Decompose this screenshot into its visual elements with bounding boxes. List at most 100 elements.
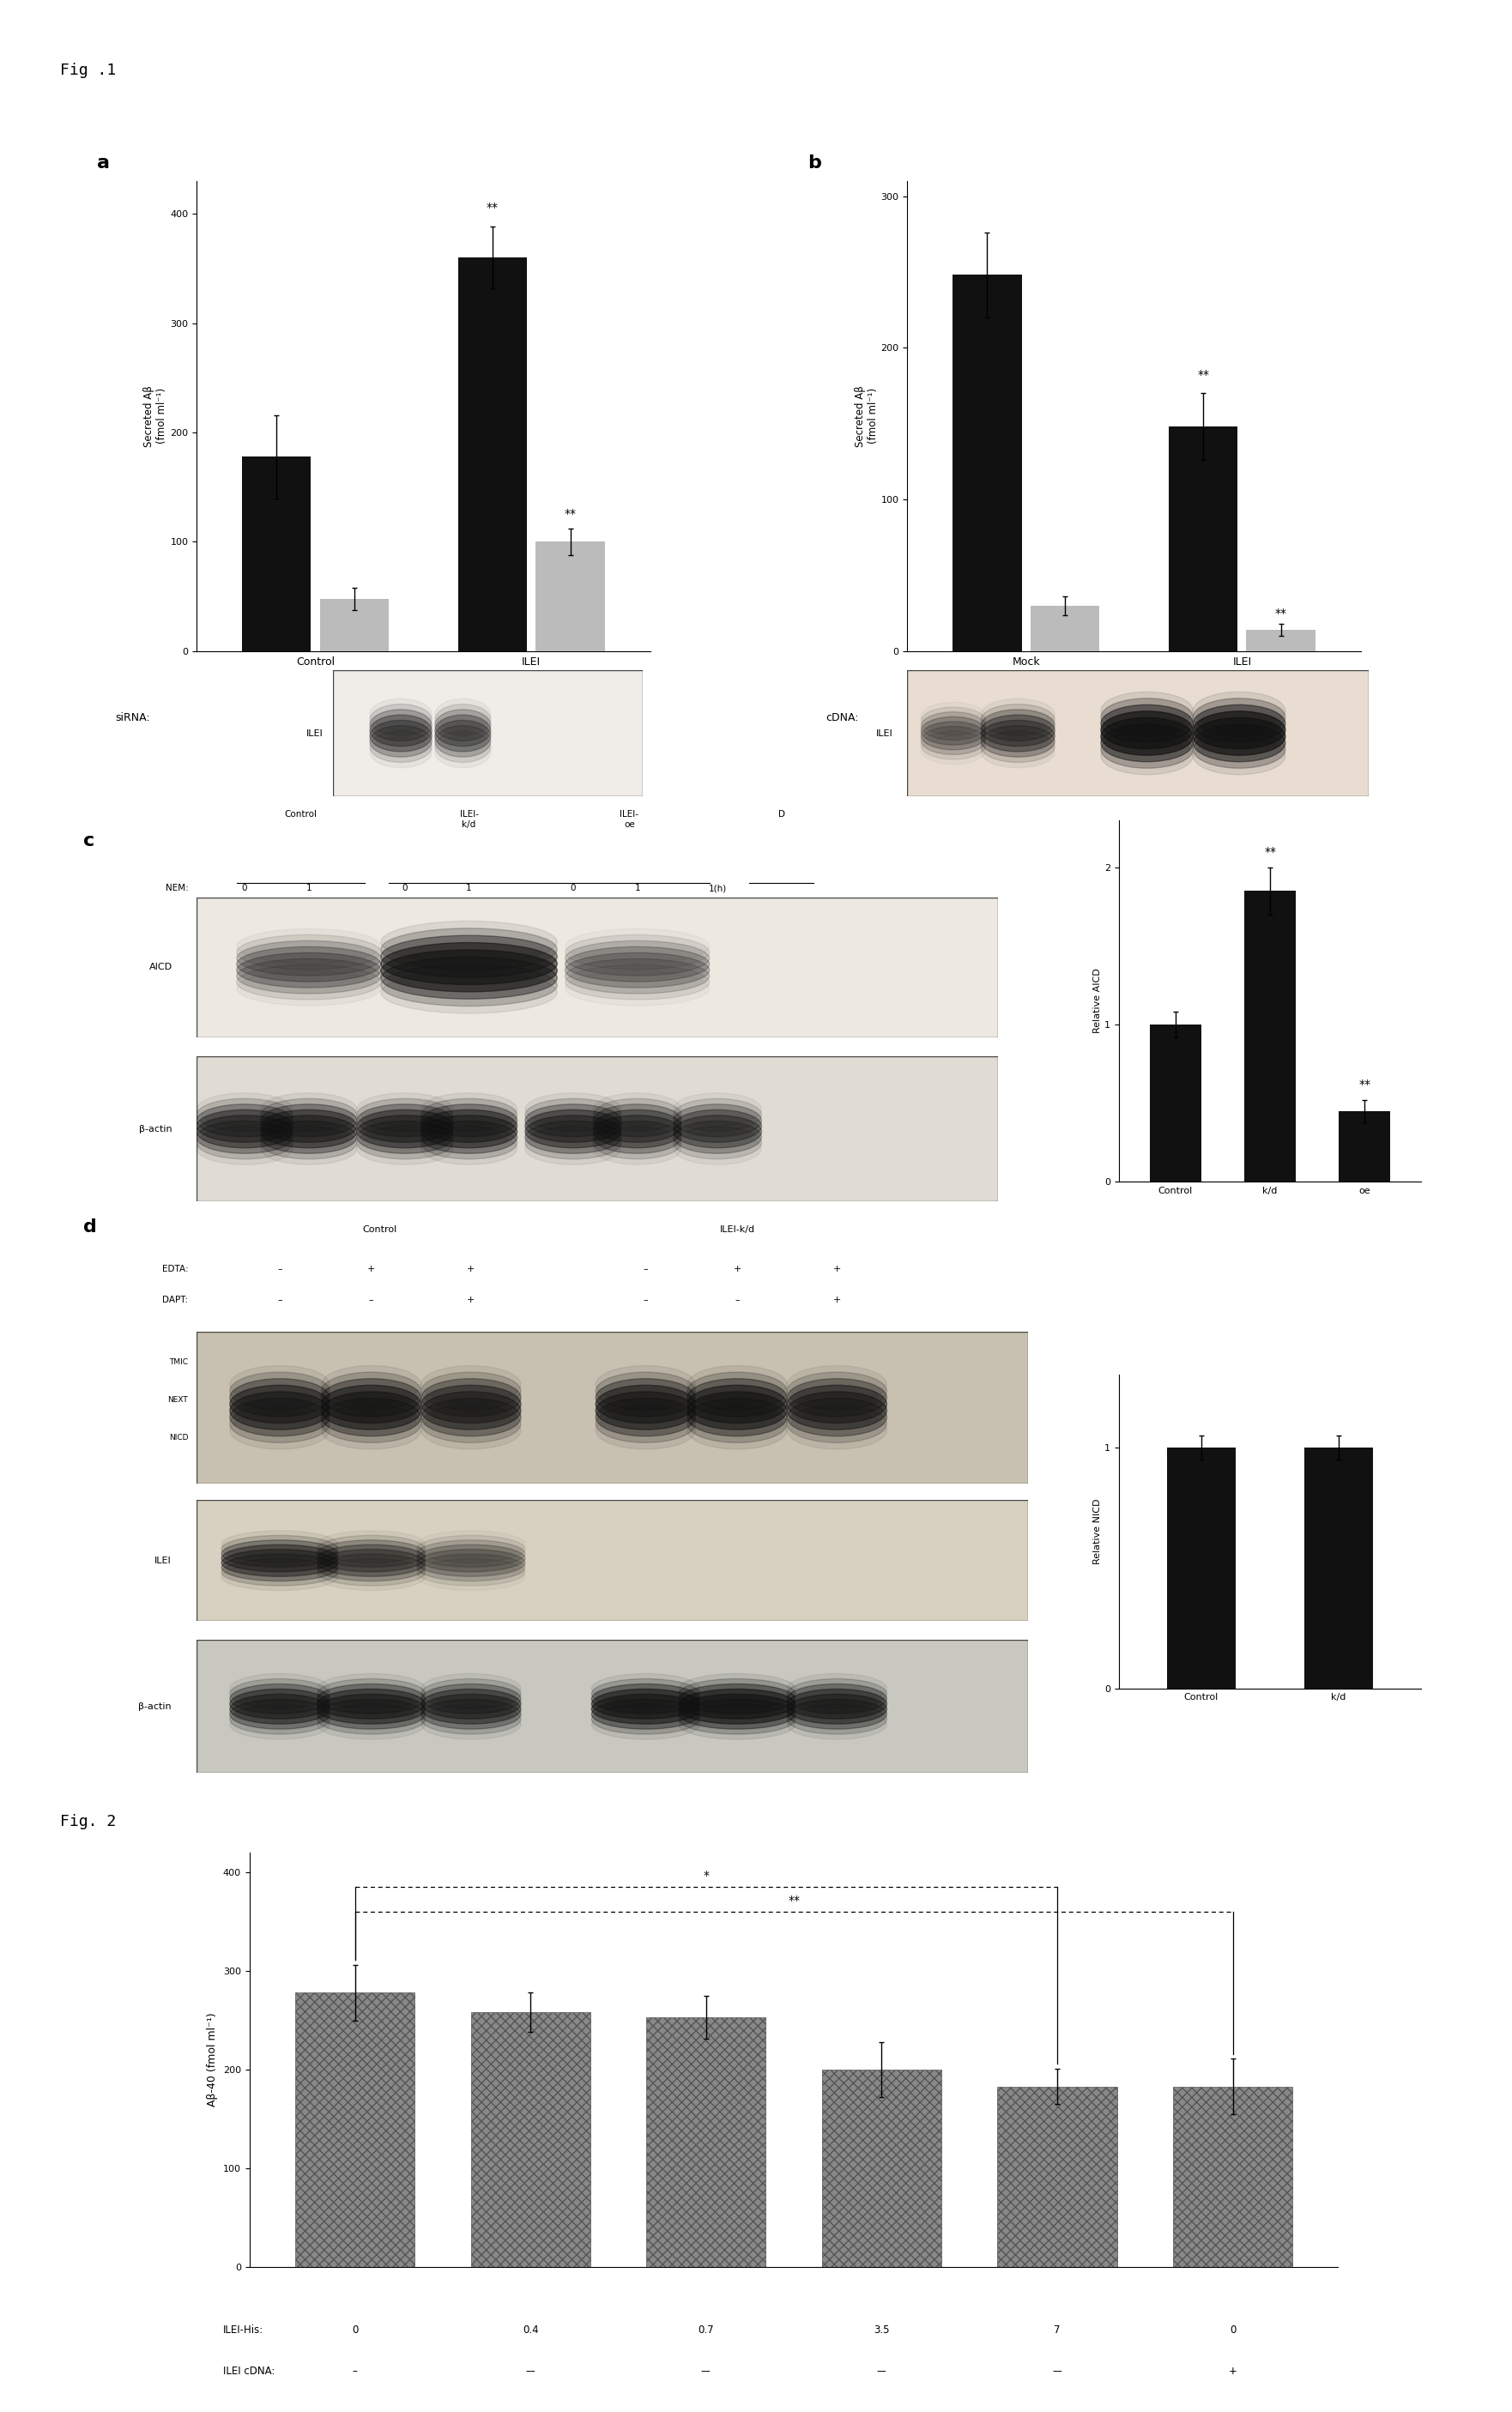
Ellipse shape [197, 1131, 293, 1165]
Text: ILEI: ILEI [877, 728, 894, 738]
Ellipse shape [357, 1114, 454, 1148]
Ellipse shape [381, 972, 556, 1013]
Ellipse shape [321, 1404, 420, 1442]
Text: NICD: NICD [169, 1433, 187, 1442]
Ellipse shape [596, 1380, 696, 1416]
Text: –: – [277, 1295, 283, 1305]
Text: c: c [83, 832, 95, 849]
Ellipse shape [321, 1380, 420, 1416]
Text: –: – [643, 1264, 649, 1274]
Text: siRNA:: siRNA: [115, 712, 150, 724]
Ellipse shape [230, 1693, 330, 1725]
Ellipse shape [525, 1114, 621, 1148]
Ellipse shape [417, 1553, 525, 1582]
Text: ILEI-
k/d: ILEI- k/d [460, 810, 478, 830]
Ellipse shape [788, 1380, 886, 1416]
Text: –: – [352, 2366, 357, 2378]
Ellipse shape [593, 1110, 682, 1143]
Ellipse shape [230, 1411, 330, 1450]
Ellipse shape [788, 1392, 886, 1430]
Bar [242, 456, 311, 651]
Ellipse shape [237, 958, 381, 994]
Ellipse shape [921, 726, 986, 755]
Ellipse shape [230, 1399, 330, 1435]
Ellipse shape [370, 709, 432, 740]
FancyBboxPatch shape [907, 671, 1368, 796]
Bar [535, 543, 605, 651]
Ellipse shape [420, 1411, 520, 1450]
Ellipse shape [318, 1558, 425, 1585]
Ellipse shape [420, 1122, 517, 1153]
Text: 1: 1 [635, 883, 640, 892]
Ellipse shape [420, 1131, 517, 1165]
Ellipse shape [318, 1710, 425, 1739]
Text: **: ** [1264, 847, 1276, 859]
Text: 0: 0 [402, 883, 408, 892]
Bar [1167, 1447, 1235, 1688]
Bar [1338, 1112, 1391, 1182]
Ellipse shape [591, 1674, 700, 1703]
Ellipse shape [788, 1384, 886, 1423]
Text: 0: 0 [352, 2325, 358, 2335]
Ellipse shape [197, 1126, 293, 1160]
Ellipse shape [318, 1549, 425, 1577]
Ellipse shape [435, 709, 491, 740]
Text: β-actin: β-actin [139, 1124, 172, 1134]
Ellipse shape [673, 1126, 762, 1160]
Ellipse shape [318, 1684, 425, 1715]
Bar [953, 275, 1022, 651]
Ellipse shape [222, 1558, 339, 1585]
Bar [1305, 1447, 1373, 1688]
Ellipse shape [197, 1114, 293, 1148]
FancyBboxPatch shape [197, 1056, 998, 1201]
Bar [1246, 630, 1315, 651]
Ellipse shape [321, 1372, 420, 1411]
Ellipse shape [593, 1131, 682, 1165]
Ellipse shape [981, 704, 1055, 736]
Ellipse shape [525, 1131, 621, 1165]
Ellipse shape [593, 1114, 682, 1148]
Text: EDTA:: EDTA: [162, 1264, 187, 1274]
Text: Fig. 2: Fig. 2 [60, 1814, 116, 1828]
Text: b: b [807, 154, 821, 171]
Ellipse shape [357, 1122, 454, 1153]
Ellipse shape [679, 1698, 795, 1729]
Text: cDNA:: cDNA: [826, 712, 859, 724]
Ellipse shape [788, 1365, 886, 1404]
Ellipse shape [788, 1693, 886, 1725]
Ellipse shape [1193, 719, 1285, 755]
Ellipse shape [420, 1710, 520, 1739]
Text: Control: Control [284, 810, 318, 820]
Text: +: + [467, 1295, 475, 1305]
FancyBboxPatch shape [333, 671, 643, 796]
Ellipse shape [381, 965, 556, 1006]
Ellipse shape [381, 950, 556, 991]
Text: Control: Control [363, 1225, 396, 1235]
Text: D: D [779, 810, 785, 820]
Ellipse shape [688, 1392, 788, 1430]
Ellipse shape [381, 929, 556, 970]
Ellipse shape [260, 1114, 357, 1148]
Ellipse shape [357, 1126, 454, 1160]
Ellipse shape [420, 1372, 520, 1411]
Y-axis label: Relative AICD: Relative AICD [1093, 970, 1102, 1032]
Ellipse shape [788, 1698, 886, 1729]
Ellipse shape [565, 941, 709, 977]
Text: NEM:: NEM: [166, 883, 189, 892]
Ellipse shape [370, 714, 432, 745]
Ellipse shape [357, 1105, 454, 1136]
Ellipse shape [981, 726, 1055, 757]
Text: 0: 0 [570, 883, 576, 892]
Ellipse shape [921, 721, 986, 750]
Text: +: + [367, 1264, 375, 1274]
Text: –: – [643, 1295, 649, 1305]
Text: ILEI-His:: ILEI-His: [224, 2325, 263, 2335]
Ellipse shape [230, 1710, 330, 1739]
Ellipse shape [230, 1688, 330, 1720]
Ellipse shape [222, 1539, 339, 1568]
Ellipse shape [420, 1404, 520, 1442]
Ellipse shape [197, 1122, 293, 1153]
Ellipse shape [679, 1684, 795, 1715]
Ellipse shape [679, 1679, 795, 1708]
Ellipse shape [357, 1131, 454, 1165]
